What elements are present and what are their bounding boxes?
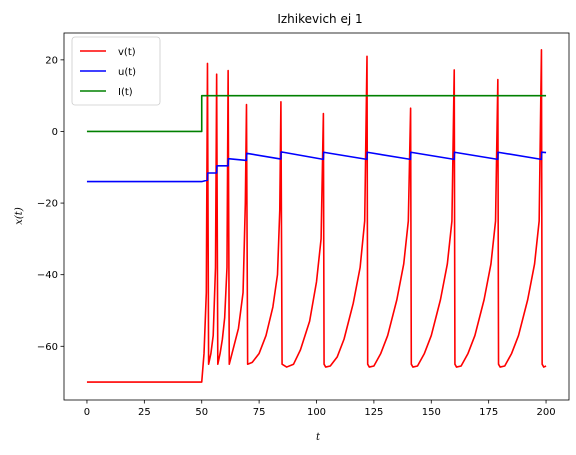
chart-title: Izhikevich ej 1 [277,12,362,26]
x-tick-label: 100 [307,407,326,418]
y-tick-label: −40 [37,270,58,281]
y-tick-label: 20 [45,55,58,66]
x-tick-label: 175 [479,407,498,418]
series-line-v [86,49,547,383]
legend: v(t) u(t) I(t) [71,36,161,106]
x-tick-label: 75 [253,407,266,418]
y-tick-label: 0 [52,127,58,138]
x-tick-label: 200 [536,407,555,418]
legend-label-u: u(t) [118,67,136,78]
x-tick-label: 25 [138,407,151,418]
plot-lines [86,49,547,383]
y-axis-label: x(t) [14,207,25,225]
legend-label-v: v(t) [118,47,136,58]
y-axis-ticks: −60 −40 −20 0 20 [37,55,64,353]
x-axis-label: t [316,432,321,443]
series-line-u [86,151,547,183]
legend-label-i: I(t) [118,87,133,98]
y-tick-label: −60 [37,342,58,353]
x-tick-label: 0 [84,407,90,418]
y-tick-label: −20 [37,199,58,210]
x-tick-label: 50 [195,407,208,418]
x-tick-label: 150 [422,407,441,418]
legend-box [71,36,161,106]
series-line-i [86,94,547,133]
x-axis-ticks: 0 25 50 75 100 125 150 175 200 [84,400,556,418]
x-tick-label: 125 [364,407,383,418]
